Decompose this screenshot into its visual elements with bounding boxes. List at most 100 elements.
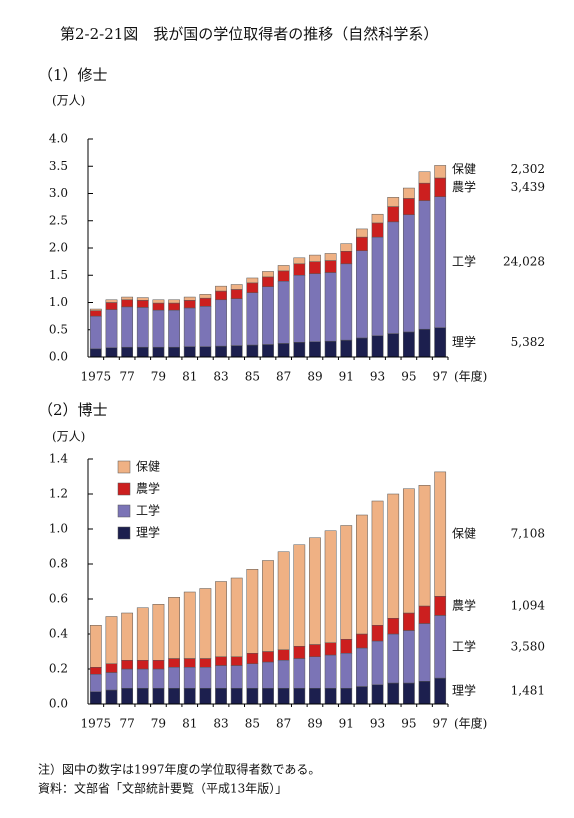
bar-segment [246, 663, 259, 689]
bar-segment [262, 286, 274, 345]
x-tick-label: 87 [276, 370, 291, 384]
y-tick-label: 1.0 [49, 522, 68, 536]
bar-segment [215, 656, 227, 666]
bar-segment [183, 591, 196, 659]
bar-segment [293, 257, 306, 265]
x-tick-label: 93 [370, 717, 385, 731]
bar-segment [324, 688, 337, 705]
bar-segment [215, 285, 227, 292]
bar-segment [199, 306, 212, 347]
bar-segment [309, 537, 321, 645]
legend-swatch [117, 526, 131, 540]
bar-segment [324, 272, 337, 342]
y-tick-label: 1.2 [49, 487, 68, 501]
legend-label: 保健 [136, 460, 160, 474]
bar-segment [356, 633, 368, 649]
bar-segment [105, 689, 118, 705]
bar-segment [199, 658, 212, 668]
bar-segment [136, 668, 149, 689]
x-tick-label: 77 [119, 717, 134, 731]
bar-segment [324, 253, 337, 261]
value-label: 1,481 [511, 684, 545, 698]
bar-segment [356, 337, 368, 358]
bar-segment [402, 214, 415, 333]
bar-segment [340, 243, 353, 252]
bar-segment [215, 581, 227, 657]
bar-segment [324, 654, 337, 689]
bar-segment [121, 346, 134, 358]
bar-segment [168, 658, 180, 668]
bar-segment [215, 345, 227, 358]
bar-segment [230, 289, 243, 299]
bar-segment [199, 297, 212, 307]
bar-segment [434, 165, 447, 179]
y-tick-label: 0.0 [49, 697, 68, 711]
bar-segment [262, 560, 274, 652]
y-tick-label: 0.5 [49, 322, 68, 336]
x-tick-label: 83 [213, 370, 228, 384]
bar-segment [402, 187, 415, 199]
bar-segment [89, 667, 102, 675]
bar-segment [152, 668, 165, 689]
bar-segment [168, 309, 180, 348]
bar-segment [152, 299, 165, 304]
x-tick-label: 95 [401, 717, 416, 731]
bar-segment [340, 251, 353, 265]
x-axis-unit: (年度) [454, 716, 487, 731]
bar-segment [309, 644, 321, 657]
bar-segment [136, 607, 149, 661]
bar-segment [105, 347, 118, 358]
bar-segment [277, 649, 290, 661]
bar-segment [293, 275, 306, 343]
bar-segment [246, 292, 259, 346]
x-tick-label: 79 [151, 370, 166, 384]
legend-swatch [117, 460, 131, 474]
bar-segment [340, 525, 353, 640]
bar-segment [371, 500, 384, 626]
bar-segment [418, 681, 431, 705]
bar-segment [356, 236, 368, 251]
value-label: 2,302 [511, 162, 545, 176]
y-tick-label: 0.4 [49, 627, 68, 641]
bar-segment [309, 656, 321, 689]
x-tick-label: 93 [370, 370, 385, 384]
y-tick-label: 1.4 [49, 452, 68, 466]
bar-segment [262, 688, 274, 705]
bar-segment [418, 623, 431, 682]
bar-segment [356, 228, 368, 238]
bar-segment [434, 177, 447, 197]
value-label: 7,108 [511, 527, 545, 541]
bar-segment [105, 672, 118, 691]
x-tick-label: 89 [307, 717, 322, 731]
bar-segment [215, 299, 227, 347]
legend-swatch [117, 482, 131, 496]
y-tick-label: 2.0 [49, 241, 68, 255]
bar-segment [324, 340, 337, 358]
bar-segment [387, 197, 400, 207]
bar-segment [215, 290, 227, 301]
bar-segment [168, 346, 180, 358]
bar-segment [262, 651, 274, 663]
bar-segment [434, 596, 447, 616]
x-tick-label: 89 [307, 370, 322, 384]
bar-segment [215, 665, 227, 689]
bar-segment [230, 298, 243, 346]
bar-segment [418, 485, 431, 607]
bar-segment [387, 493, 400, 619]
x-tick-label: 87 [276, 717, 291, 731]
bar-segment [340, 653, 353, 689]
bar-segment [418, 328, 431, 358]
bar-segment [387, 633, 400, 684]
bar-segment [230, 665, 243, 689]
y-tick-label: 0.0 [49, 350, 68, 364]
bar-segment [136, 307, 149, 348]
bar-segment [199, 667, 212, 689]
bar-segment [277, 688, 290, 705]
bar-segment [246, 688, 259, 705]
bar-segment [183, 296, 196, 301]
bar-segment [434, 677, 447, 705]
bar-segment [121, 296, 134, 301]
bar-segment [136, 688, 149, 705]
bar-segment [293, 342, 306, 358]
annotation-name: 農学 [452, 179, 476, 194]
